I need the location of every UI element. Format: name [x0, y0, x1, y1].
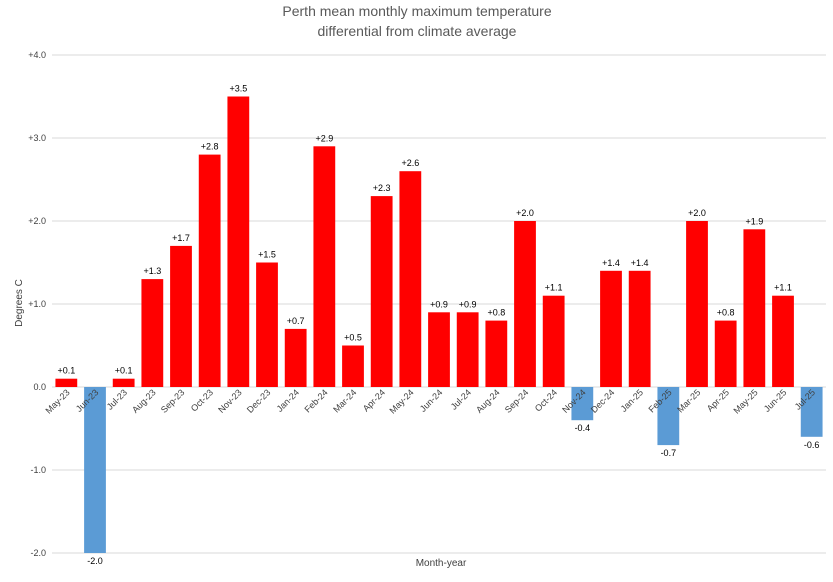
x-tick-label: Apr-24	[361, 387, 387, 413]
data-label: +2.9	[315, 133, 333, 143]
y-tick-label: +1.0	[28, 299, 46, 309]
x-tick-label: Aug-24	[474, 387, 502, 415]
bar-sep-23	[170, 245, 192, 387]
data-label: +2.6	[401, 158, 419, 168]
y-tick-label: +2.0	[28, 216, 46, 226]
bar-jun-25	[772, 295, 794, 387]
x-axis-tick-labels: May-23 Jun-23 Jul-23 Aug-23 Sep-23 Oct-23 Nov-…	[43, 387, 817, 415]
data-label: -0.6	[804, 440, 820, 450]
data-label: +2.0	[516, 208, 534, 218]
x-axis-title: Month-year	[416, 558, 467, 569]
data-label: +3.5	[229, 84, 247, 94]
x-tick-label: May-25	[731, 387, 759, 415]
data-label: +1.7	[172, 233, 190, 243]
bar-jun-24	[428, 312, 450, 387]
y-tick-label: -1.0	[30, 465, 46, 475]
bar-feb-24	[313, 146, 336, 387]
y-tick-label: +3.0	[28, 133, 46, 143]
data-label: +1.1	[774, 283, 792, 293]
data-label: +2.3	[373, 183, 391, 193]
bar-may-24	[399, 171, 422, 387]
data-label: +0.8	[717, 308, 735, 318]
bar-aug-24	[485, 320, 508, 387]
x-tick-label: Jun-25	[762, 387, 789, 414]
x-tick-label: May-24	[387, 387, 415, 415]
y-tick-label: -2.0	[30, 548, 46, 558]
x-tick-label: Sep-24	[503, 387, 531, 415]
x-tick-label: Oct-23	[189, 387, 215, 413]
bar-oct-23	[198, 154, 221, 387]
bar-jul-25	[800, 387, 823, 437]
bar-dec-24	[600, 270, 622, 387]
data-label: -0.7	[661, 448, 677, 458]
bar-apr-24	[370, 196, 393, 387]
bar-jun-23	[84, 387, 106, 553]
bars	[55, 96, 823, 553]
x-tick-label: Oct-24	[533, 387, 559, 413]
y-tick-label: +4.0	[28, 50, 46, 60]
data-label: +1.1	[545, 283, 563, 293]
data-label: +0.9	[430, 299, 448, 309]
x-tick-label: Aug-23	[130, 387, 158, 415]
data-label: +0.5	[344, 333, 362, 343]
x-tick-label: May-23	[43, 387, 71, 415]
bar-may-23	[55, 378, 78, 387]
x-tick-label: Jul-23	[105, 387, 129, 411]
x-tick-label: Sep-23	[159, 387, 187, 415]
data-label: +1.9	[745, 216, 763, 226]
bar-dec-23	[256, 262, 278, 387]
bar-nov-24	[571, 387, 594, 421]
x-tick-label: Jan-24	[275, 387, 302, 414]
x-tick-label: Jan-25	[619, 387, 646, 414]
data-label: +1.4	[602, 258, 620, 268]
y-axis-tick-labels: -2.0 -1.0 0.0 +1.0 +2.0 +3.0 +4.0	[28, 50, 46, 558]
bar-jul-23	[112, 378, 135, 387]
x-tick-label: Mar-25	[675, 387, 702, 414]
data-label: +2.0	[688, 208, 706, 218]
bar-jul-24	[456, 312, 479, 387]
bar-may-25	[743, 229, 766, 387]
x-tick-label: Nov-23	[216, 387, 244, 415]
data-label: +1.3	[143, 266, 161, 276]
bar-mar-24	[342, 345, 364, 387]
y-axis-title: Degrees C	[14, 279, 25, 327]
x-tick-label: Mar-24	[331, 387, 358, 414]
chart-title-line-2: differential from climate average	[318, 23, 517, 39]
x-tick-label: Feb-24	[303, 387, 330, 414]
data-label: +0.7	[287, 316, 305, 326]
x-tick-label: Apr-25	[705, 387, 731, 413]
bar-sep-24	[514, 221, 536, 387]
bar-apr-25	[714, 320, 737, 387]
data-label: +1.5	[258, 250, 276, 260]
chart-title-line-1: Perth mean monthly maximum temperature	[282, 3, 551, 19]
data-label: +2.8	[201, 142, 219, 152]
bar-feb-25	[657, 387, 680, 446]
data-label: +0.9	[459, 299, 477, 309]
bar-aug-23	[141, 279, 164, 387]
data-label: +0.8	[487, 308, 505, 318]
bar-nov-23	[227, 96, 250, 387]
data-labels: +0.1 -2.0 +0.1 +1.3 +1.7 +2.8 +3.5 +1.5 +0.7 +2.9…	[57, 84, 819, 567]
bar-jan-25	[628, 270, 651, 387]
data-label: +0.1	[57, 366, 75, 376]
bar-jan-24	[284, 328, 307, 387]
x-tick-label: Jul-24	[449, 387, 473, 411]
y-tick-label: 0.0	[33, 382, 46, 392]
data-label: -2.0	[87, 556, 103, 566]
x-tick-label: Dec-23	[245, 387, 273, 415]
bar-mar-25	[686, 221, 708, 387]
data-label: -0.4	[575, 423, 591, 433]
data-label: +1.4	[631, 258, 649, 268]
bar-oct-24	[542, 295, 565, 387]
x-tick-label: Jun-24	[418, 387, 445, 414]
data-label: +0.1	[115, 366, 133, 376]
